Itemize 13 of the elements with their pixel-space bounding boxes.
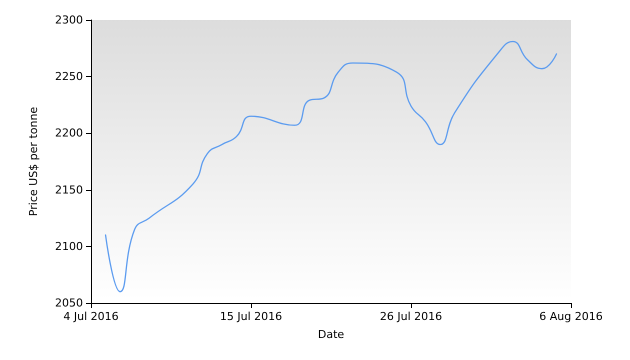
- y-tick-label: 2100: [55, 240, 83, 253]
- x-tick-label: 26 Jul 2016: [380, 310, 442, 323]
- y-tick-label: 2250: [55, 70, 83, 84]
- y-tick-label: 2200: [55, 126, 83, 140]
- line-series: [104, 40, 558, 292]
- x-tick-label: 15 Jul 2016: [220, 310, 282, 323]
- y-axis-title: Price US$ per tonne: [27, 106, 40, 216]
- y-tick-label: 2300: [55, 14, 83, 26]
- x-tick-label: 4 Jul 2016: [63, 310, 119, 323]
- x-axis-title: Date: [318, 328, 344, 341]
- x-tick-label: 6 Aug 2016: [539, 310, 603, 323]
- y-tick-label: 2050: [55, 296, 83, 310]
- y-tick-label: 2150: [55, 183, 83, 196]
